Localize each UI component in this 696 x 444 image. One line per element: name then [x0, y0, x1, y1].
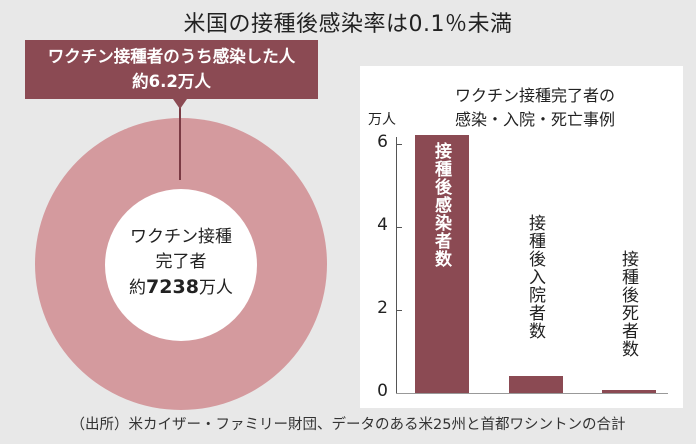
bar-chart-title: ワクチン接種完了者の 感染・入院・死亡事例	[410, 84, 660, 132]
chart-title: 米国の接種後感染率は0.1％未満	[183, 12, 513, 37]
donut-label-number: 7238	[146, 276, 199, 298]
y-tick-4	[396, 227, 402, 228]
bar-label-hospitalized: 接種後入院者数	[525, 214, 545, 340]
bar-infected	[415, 135, 469, 393]
infected-callout: ワクチン接種者のうち感染した人 約6.2万人	[25, 40, 318, 99]
source-note: （出所）米カイザー・ファミリー財団、データのある米25州と首都ワシントンの合計	[70, 417, 626, 433]
bar-label-infected: 接種後感染者数	[431, 142, 451, 268]
callout-line2: 約6.2万人	[132, 72, 211, 91]
bar-label-deaths: 接種後死者数	[618, 250, 638, 358]
y-axis-unit: 万人	[368, 112, 396, 128]
y-axis	[396, 137, 397, 394]
y-tick-2	[396, 310, 402, 311]
donut-hole	[105, 189, 257, 341]
bar-chart-panel	[360, 66, 683, 408]
bar-deaths	[602, 390, 656, 393]
donut-label-line3: 約7238万人	[105, 275, 257, 301]
infected-slice-line	[179, 105, 181, 180]
callout-pointer	[173, 99, 187, 109]
y-tick-6	[396, 144, 402, 145]
y-tick-label-4: 4	[377, 215, 388, 235]
donut-label-line2: 完了者	[155, 252, 207, 272]
x-axis	[396, 393, 668, 394]
bar-chart-title-line2: 感染・入院・死亡事例	[454, 110, 615, 129]
bar-hospitalized	[509, 376, 563, 393]
donut-label-unit: 万人	[198, 278, 233, 298]
donut-center-label: ワクチン接種 完了者 約7238万人	[105, 225, 257, 301]
donut-label-line1: ワクチン接種	[130, 227, 232, 247]
donut-label-prefix: 約	[129, 278, 147, 298]
y-tick-label-6: 6	[377, 132, 388, 152]
y-tick-label-2: 2	[377, 298, 388, 318]
y-tick-label-0: 0	[377, 381, 388, 401]
bar-chart-title-line1: ワクチン接種完了者の	[454, 86, 615, 105]
callout-line1: ワクチン接種者のうち感染した人	[47, 47, 296, 66]
